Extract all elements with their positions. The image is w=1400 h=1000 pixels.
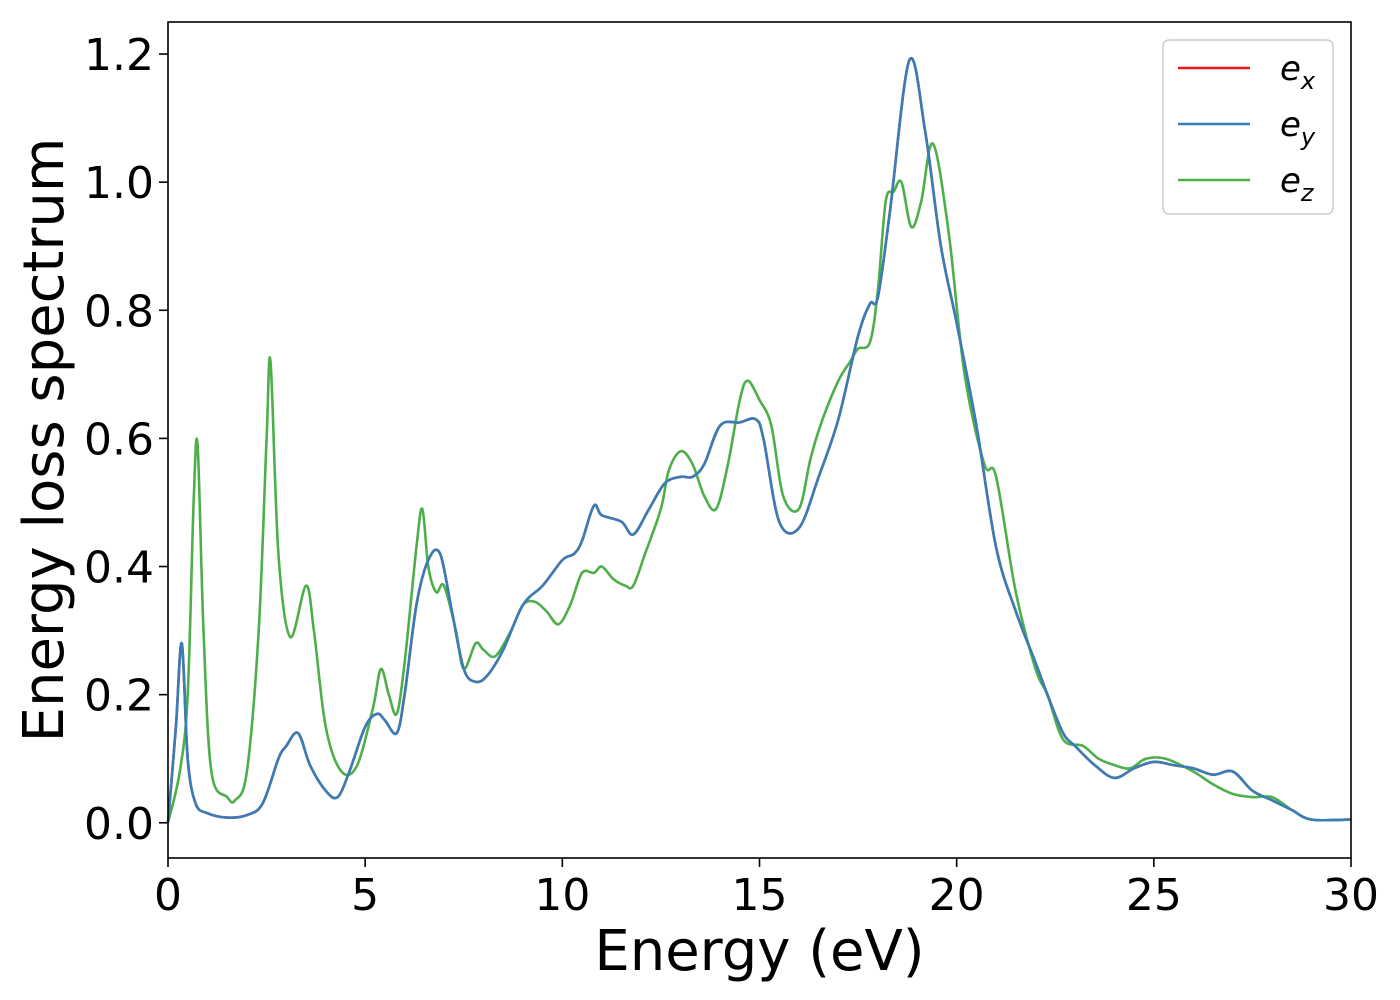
legend-label-x: ex [1280, 49, 1316, 95]
legend-label-subscript: x [1300, 67, 1316, 95]
legend-label-y: ey [1280, 105, 1316, 151]
legend-box [1162, 39, 1334, 215]
x-axis-title: Energy (eV) [594, 919, 924, 984]
y-axis-title: Energy loss spectrum [12, 138, 77, 743]
legend-label-base: e [1280, 105, 1301, 145]
y-tick-label: 0.8 [84, 286, 154, 337]
y-tick-label: 1.2 [84, 30, 154, 81]
y-tick-label: 0.4 [84, 543, 154, 594]
legend-label-subscript: z [1300, 179, 1315, 207]
plot-background [168, 22, 1351, 858]
x-tick-label: 25 [1126, 870, 1182, 921]
x-tick-label: 0 [154, 870, 182, 921]
x-tick-label: 30 [1323, 870, 1379, 921]
y-tick-label: 1.0 [84, 158, 154, 209]
x-tick-label: 10 [534, 870, 590, 921]
legend-label-z: ez [1280, 161, 1315, 207]
y-tick-label: 0.6 [84, 414, 154, 465]
y-tick-label: 0.0 [84, 799, 154, 850]
legend-label-base: e [1280, 161, 1301, 201]
series-line-y [166, 56, 1352, 823]
y-tick-label: 0.2 [84, 671, 154, 722]
legend-label-base: e [1280, 49, 1301, 89]
series-line-z [166, 142, 1352, 824]
y-axis-ticks: 0.0 0.2 0.4 0.6 0.8 1.0 1.2 [84, 30, 168, 850]
x-axis-ticks: 0 5 10 15 20 25 30 [154, 858, 1379, 921]
x-tick-label: 20 [929, 870, 985, 921]
x-tick-label: 15 [732, 870, 788, 921]
series-layer [166, 56, 1352, 824]
x-tick-label: 5 [351, 870, 379, 921]
legend-label-subscript: y [1300, 123, 1316, 151]
